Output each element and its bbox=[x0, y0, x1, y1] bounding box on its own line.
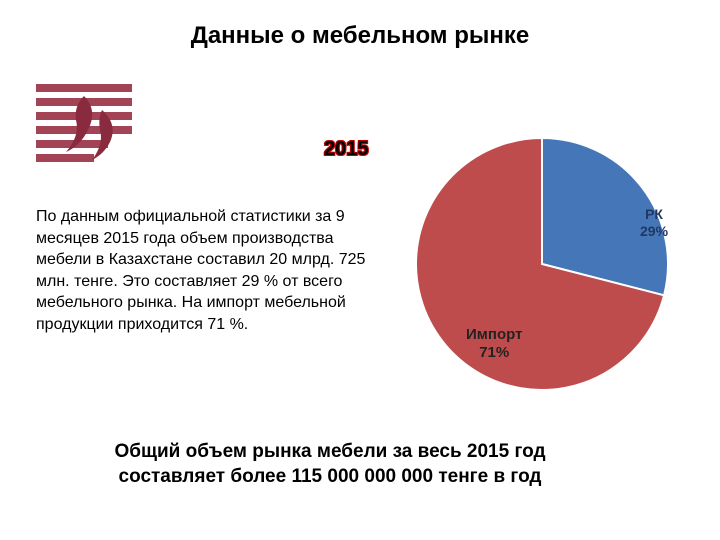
pie-chart bbox=[416, 138, 668, 395]
logo bbox=[36, 80, 140, 175]
year-label: 2015 bbox=[324, 138, 369, 161]
bottom-summary: Общий объем рынка мебели за весь 2015 го… bbox=[70, 440, 590, 489]
bottom-line1: Общий объем рынка мебели за весь 2015 го… bbox=[114, 441, 545, 462]
pie-slice-label-0: РК29% bbox=[640, 206, 668, 240]
pie-svg bbox=[416, 138, 668, 390]
page-title: Данные о мебельном рынке bbox=[0, 22, 720, 50]
logo-svg bbox=[36, 80, 140, 170]
pie-slice-label-1: Импорт71% bbox=[466, 326, 522, 362]
body-paragraph: По данным официальной статистики за 9 ме… bbox=[36, 206, 366, 336]
bottom-line2: составляет более 115 000 000 000 тенге в… bbox=[119, 466, 542, 487]
